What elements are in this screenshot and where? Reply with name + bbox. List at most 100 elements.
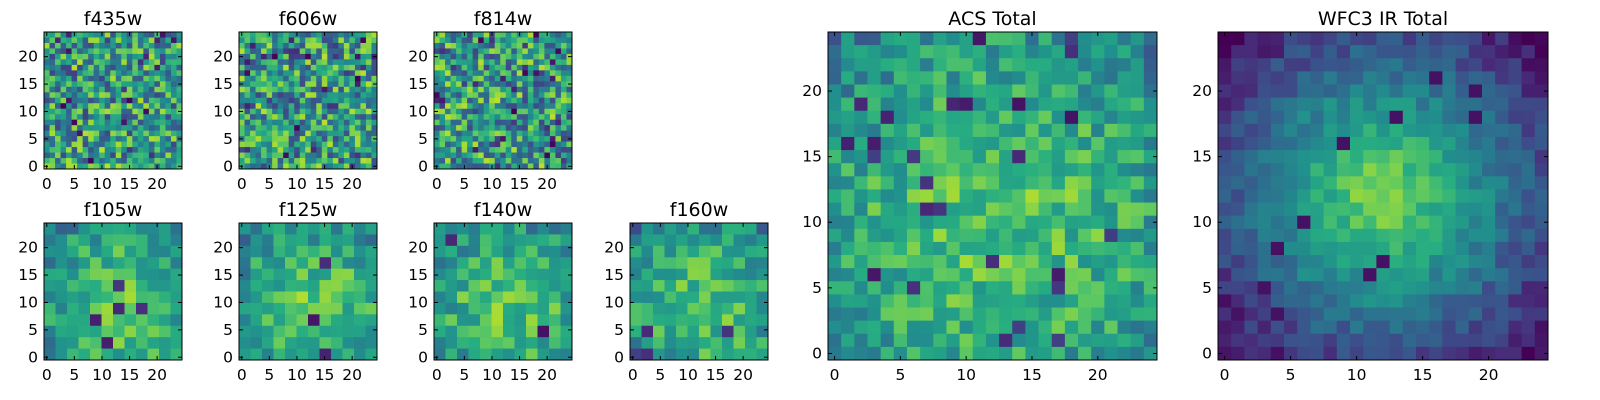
heatmap-cell [527,70,534,77]
heatmap-cell [478,147,485,153]
heatmap-cell [343,53,350,60]
heatmap-cell [1350,45,1364,59]
heatmap-cell [1064,202,1079,217]
heatmap-cell [1521,123,1536,138]
heatmap-cell [468,268,481,281]
heatmap-cell [1429,150,1443,164]
heatmap-cell [371,32,378,38]
heatmap-cell [273,348,286,361]
heatmap-cell [1284,307,1298,322]
heatmap-cell [1257,84,1272,98]
heatmap-cell [55,119,61,126]
heatmap-cell [321,130,328,137]
heatmap-cell [480,223,492,235]
heatmap-cell [1521,320,1536,335]
heatmap-cell [1508,176,1522,190]
heatmap-cell [1508,110,1522,125]
heatmap-cell [560,152,567,159]
heatmap-cell [480,245,492,258]
heatmap-cell [1455,176,1470,190]
heatmap-cell [1130,346,1145,361]
heatmap-cell [1012,110,1026,125]
heatmap-cell [1091,84,1105,98]
heatmap-cell [255,125,262,132]
heatmap-cell [115,119,122,126]
heatmap-cell [439,114,446,121]
heatmap-cell [1012,176,1026,190]
heatmap-cell [316,141,323,148]
heatmap-cell [1534,84,1549,98]
heatmap-cell [1078,320,1092,335]
heatmap-cell [55,147,61,153]
heatmap-cell [365,59,372,66]
heatmap-cell [560,163,567,170]
heatmap-cell [316,32,323,38]
heatmap-cell [1323,189,1338,203]
heatmap-cell [365,158,372,164]
heatmap-cell [124,337,137,349]
heatmap-cell [1521,150,1536,164]
heatmap-cell [294,92,301,99]
heatmap-cell [468,245,481,258]
heatmap-cell [331,291,343,304]
heatmap-cell [115,59,122,66]
heatmap-cell [305,59,312,66]
heatmap-cell [985,32,1000,46]
heatmap-cell [104,86,111,93]
heatmap-cell [1363,58,1377,72]
heatmap-cell [527,130,534,137]
heatmap-cell [505,37,512,44]
heatmap-cell [1416,228,1430,243]
heatmap-cell [450,32,457,38]
heatmap-cell [82,42,89,49]
heatmap-cell [1376,189,1390,203]
heatmap-cell [1336,307,1351,322]
x-tick-label: 5 [1286,366,1296,384]
heatmap-cell [332,119,339,126]
heatmap-cell [555,75,562,82]
heatmap-cell [1363,268,1377,282]
heatmap-cell [255,81,262,88]
heatmap-cell [296,245,309,258]
y-tick-label: 20 [18,48,38,66]
heatmap-cell [261,108,267,115]
heatmap-cell [272,108,279,115]
heatmap-cell [537,234,550,247]
heatmap-cell [1495,294,1509,308]
heatmap-cell [456,59,462,66]
heatmap-cell [1218,189,1232,203]
heatmap-cell [1117,32,1132,46]
heatmap-cell [480,257,492,270]
heatmap-cell [66,64,72,71]
heatmap-cell [327,81,334,88]
heatmap-cell [277,136,284,142]
heatmap-cell [1078,71,1092,85]
heatmap-cell [880,150,895,164]
heatmap-cell [159,163,166,170]
heatmap-cell [1363,32,1377,46]
heatmap-cell [1508,45,1522,59]
heatmap-cell [439,141,446,148]
heatmap-cell [828,215,842,230]
heatmap-cell [338,53,345,60]
heatmap-cell [722,257,734,270]
heatmap-cell [687,291,700,304]
heatmap-cell [1350,255,1364,269]
heatmap-cell [110,103,117,110]
heatmap-cell [55,280,68,292]
heatmap-cell [653,337,665,349]
heatmap-cell [299,108,306,115]
heatmap-cell [841,228,855,243]
heatmap-cell [480,302,492,315]
heatmap-cell [342,268,355,281]
heatmap-cell [262,348,274,361]
heatmap-cell [321,59,328,66]
heatmap-cell [1323,176,1338,190]
heatmap-cell [500,125,507,132]
heatmap-cell [867,294,882,308]
heatmap-cell [841,241,855,256]
heatmap-cell [434,280,446,292]
x-tick-label: 5 [69,366,79,384]
heatmap-cell [1350,97,1364,112]
heatmap-cell [516,59,523,66]
